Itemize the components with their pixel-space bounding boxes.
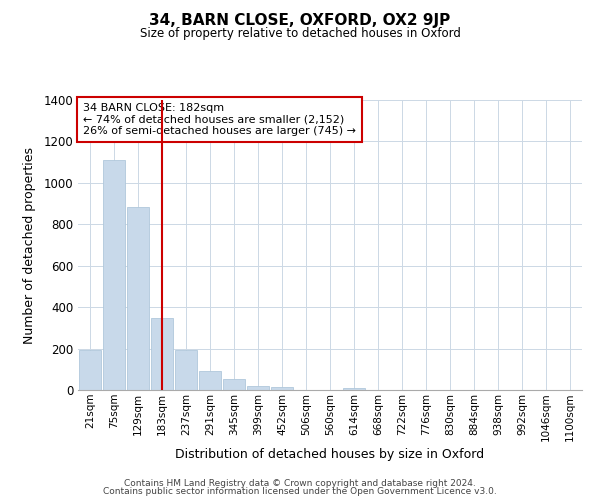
Bar xyxy=(103,160,125,390)
Bar xyxy=(343,388,365,390)
Text: Contains HM Land Registry data © Crown copyright and database right 2024.: Contains HM Land Registry data © Crown c… xyxy=(124,478,476,488)
Text: 34, BARN CLOSE, OXFORD, OX2 9JP: 34, BARN CLOSE, OXFORD, OX2 9JP xyxy=(149,12,451,28)
Bar xyxy=(79,350,101,390)
X-axis label: Distribution of detached houses by size in Oxford: Distribution of detached houses by size … xyxy=(175,448,485,462)
Bar xyxy=(223,378,245,390)
Text: 34 BARN CLOSE: 182sqm
← 74% of detached houses are smaller (2,152)
26% of semi-d: 34 BARN CLOSE: 182sqm ← 74% of detached … xyxy=(83,103,356,136)
Bar xyxy=(271,387,293,390)
Y-axis label: Number of detached properties: Number of detached properties xyxy=(23,146,37,344)
Bar xyxy=(127,206,149,390)
Bar xyxy=(151,318,173,390)
Text: Contains public sector information licensed under the Open Government Licence v3: Contains public sector information licen… xyxy=(103,487,497,496)
Bar xyxy=(175,350,197,390)
Bar xyxy=(247,386,269,390)
Bar xyxy=(199,372,221,390)
Text: Size of property relative to detached houses in Oxford: Size of property relative to detached ho… xyxy=(140,28,460,40)
